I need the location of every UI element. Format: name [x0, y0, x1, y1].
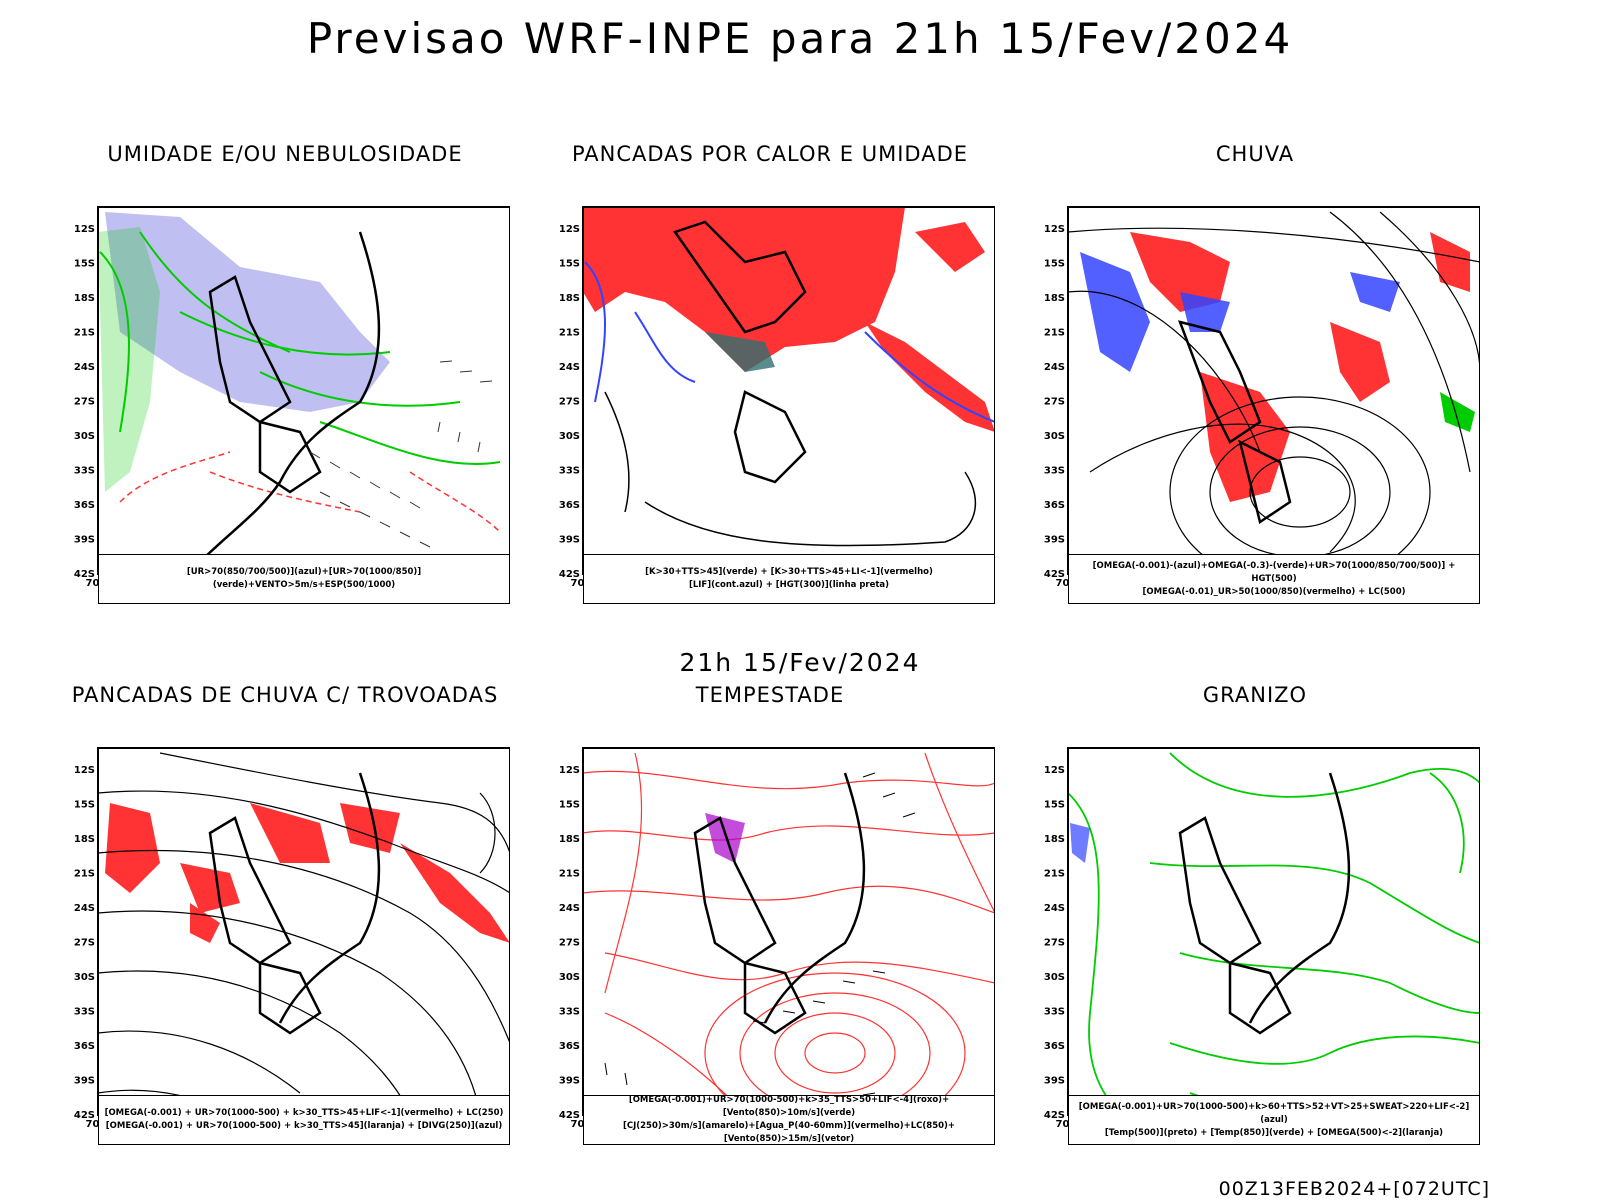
lat-tick-label: 30S — [74, 972, 95, 983]
panel-umidade: UMIDADE E/OU NEBULOSIDADE 12S 15S 18S 21S 24… — [60, 142, 510, 622]
lat-tick-label: 24S — [559, 362, 580, 373]
lat-tick-label: 36S — [1044, 500, 1065, 511]
lat-tick-label: 15S — [74, 800, 95, 811]
lat-tick-label: 18S — [1044, 834, 1065, 845]
lat-tick-label: 42S — [74, 1110, 95, 1121]
lat-tick-label: 33S — [559, 466, 580, 477]
lat-tick-label: 27S — [559, 938, 580, 949]
map-pancadas-calor: 12S15S18S21S24S27S30S33S36S39S42S70W65W6… — [559, 206, 995, 589]
lat-tick-label: 21S — [74, 869, 95, 880]
lat-tick-label: 33S — [74, 1007, 95, 1018]
lat-tick-label: 42S — [559, 569, 580, 580]
lat-tick-label: 30S — [74, 431, 95, 442]
lat-tick-label: 12S — [74, 765, 95, 776]
panel-trovoadas: PANCADAS DE CHUVA C/ TROVOADAS 12S 15S 18S… — [60, 683, 510, 1163]
valid-time-title: 21h 15/Fev/2024 — [679, 648, 921, 677]
panel-legend: [OMEGA(-0.001)+UR>70(1000-500)+k>35_TTS>… — [583, 1095, 995, 1145]
panel-title: TEMPESTADE — [695, 683, 845, 707]
map-umidade: 12S15S18S21S24S27S30S33S36S39S42S70W65W6… — [74, 206, 510, 589]
lat-tick-label: 39S — [1044, 535, 1065, 546]
lat-tick-label: 30S — [559, 972, 580, 983]
panel-title: GRANIZO — [1202, 683, 1308, 707]
lat-tick-label: 24S — [1044, 903, 1065, 914]
panel-granizo: GRANIZO 12S 15S 18S 21S 24S 27S 30S 33S 36S 39S 42… — [1030, 683, 1480, 1163]
lat-tick-label: 12S — [1044, 224, 1065, 235]
panel-title: PANCADAS POR CALOR E UMIDADE — [571, 142, 969, 166]
lat-tick-label: 27S — [1044, 397, 1065, 408]
lat-tick-label: 18S — [559, 834, 580, 845]
lat-tick-label: 39S — [559, 1076, 580, 1087]
lat-tick-label: 21S — [1044, 328, 1065, 339]
lat-tick-label: 18S — [74, 293, 95, 304]
lat-tick-label: 36S — [559, 500, 580, 511]
map-trovoadas: 12S15S18S21S24S27S30S33S36S39S42S70W65W6… — [74, 747, 510, 1130]
lat-tick-label: 30S — [1044, 972, 1065, 983]
lat-tick-label: 36S — [74, 1041, 95, 1052]
lat-tick-label: 12S — [74, 224, 95, 235]
panel-title: UMIDADE E/OU NEBULOSIDADE — [107, 142, 463, 166]
lat-tick-label: 15S — [559, 259, 580, 270]
lat-tick-label: 24S — [559, 903, 580, 914]
lat-tick-label: 42S — [1044, 1110, 1065, 1121]
panel-title: PANCADAS DE CHUVA C/ TROVOADAS — [71, 683, 499, 707]
panel-chuva: CHUVA 12S15S18S21S24S27S30S33S36S39S42S7… — [1030, 142, 1480, 622]
lat-tick-label: 33S — [1044, 466, 1065, 477]
lat-tick-label: 30S — [1044, 431, 1065, 442]
panel-legend: [OMEGA(-0.001)+UR>70(1000-500)+k>60+TTS>… — [1068, 1095, 1480, 1145]
lat-tick-label: 24S — [1044, 362, 1065, 373]
panel-title: CHUVA — [1215, 142, 1295, 166]
lat-tick-label: 33S — [1044, 1007, 1065, 1018]
lat-tick-label: 15S — [74, 259, 95, 270]
lat-tick-label: 42S — [1044, 569, 1065, 580]
lat-tick-label: 12S — [559, 765, 580, 776]
lat-tick-label: 33S — [559, 1007, 580, 1018]
panel-legend: [K>30+TTS>45](verde) + [K>30+TTS>45+LI<-… — [583, 554, 995, 604]
lat-tick-label: 39S — [1044, 1076, 1065, 1087]
map-tempestade: 12S15S18S21S24S27S30S33S36S39S42S70W65W6… — [559, 747, 995, 1133]
lat-tick-label: 42S — [559, 1110, 580, 1121]
lat-tick-label: 21S — [74, 328, 95, 339]
lat-tick-label: 36S — [559, 1041, 580, 1052]
lat-tick-label: 18S — [559, 293, 580, 304]
lat-tick-label: 42S — [74, 569, 95, 580]
lat-tick-label: 27S — [74, 938, 95, 949]
panel-legend: [UR>70(850/700/500)](azul)+[UR>70(1000/8… — [98, 554, 510, 604]
lat-tick-label: 27S — [1044, 938, 1065, 949]
panel-tempestade: TEMPESTADE 12S 15S 18S 21S 24S 27S 30S 33S 36S 39… — [545, 683, 995, 1163]
lat-tick-label: 39S — [74, 535, 95, 546]
lat-tick-label: 12S — [559, 224, 580, 235]
lat-tick-label: 15S — [559, 800, 580, 811]
map-chuva: 12S15S18S21S24S27S30S33S36S39S42S70W65W6… — [1044, 206, 1480, 589]
lat-tick-label: 39S — [559, 535, 580, 546]
page-title: Previsao WRF-INPE para 21h 15/Fev/2024 — [306, 14, 1294, 63]
panel-pancadas-calor: PANCADAS POR CALOR E UMIDADE 12S 15S 18S 21… — [545, 142, 995, 622]
lat-tick-label: 18S — [1044, 293, 1065, 304]
lat-tick-label: 33S — [74, 466, 95, 477]
lat-tick-label: 36S — [1044, 1041, 1065, 1052]
run-identifier: 00Z13FEB2024+[072UTC] — [1218, 1178, 1490, 1200]
lat-tick-label: 39S — [74, 1076, 95, 1087]
lat-tick-label: 12S — [1044, 765, 1065, 776]
panel-legend: [OMEGA(-0.001) + UR>70(1000-500) + k>30_… — [98, 1095, 510, 1145]
panel-legend: [OMEGA(-0.001)-(azul)+OMEGA(-0.3)-(verde… — [1068, 554, 1480, 604]
lat-tick-label: 21S — [1044, 869, 1065, 880]
lat-tick-label: 24S — [74, 362, 95, 373]
lat-tick-label: 24S — [74, 903, 95, 914]
lat-tick-label: 18S — [74, 834, 95, 845]
lat-tick-label: 36S — [74, 500, 95, 511]
lat-tick-label: 27S — [74, 397, 95, 408]
lat-tick-label: 27S — [559, 397, 580, 408]
lat-tick-label: 15S — [1044, 259, 1065, 270]
lat-tick-label: 30S — [559, 431, 580, 442]
map-granizo: 12S15S18S21S24S27S30S33S36S39S42S70W65W6… — [1044, 747, 1480, 1130]
lat-tick-label: 21S — [559, 328, 580, 339]
lat-tick-label: 15S — [1044, 800, 1065, 811]
lat-tick-label: 21S — [559, 869, 580, 880]
